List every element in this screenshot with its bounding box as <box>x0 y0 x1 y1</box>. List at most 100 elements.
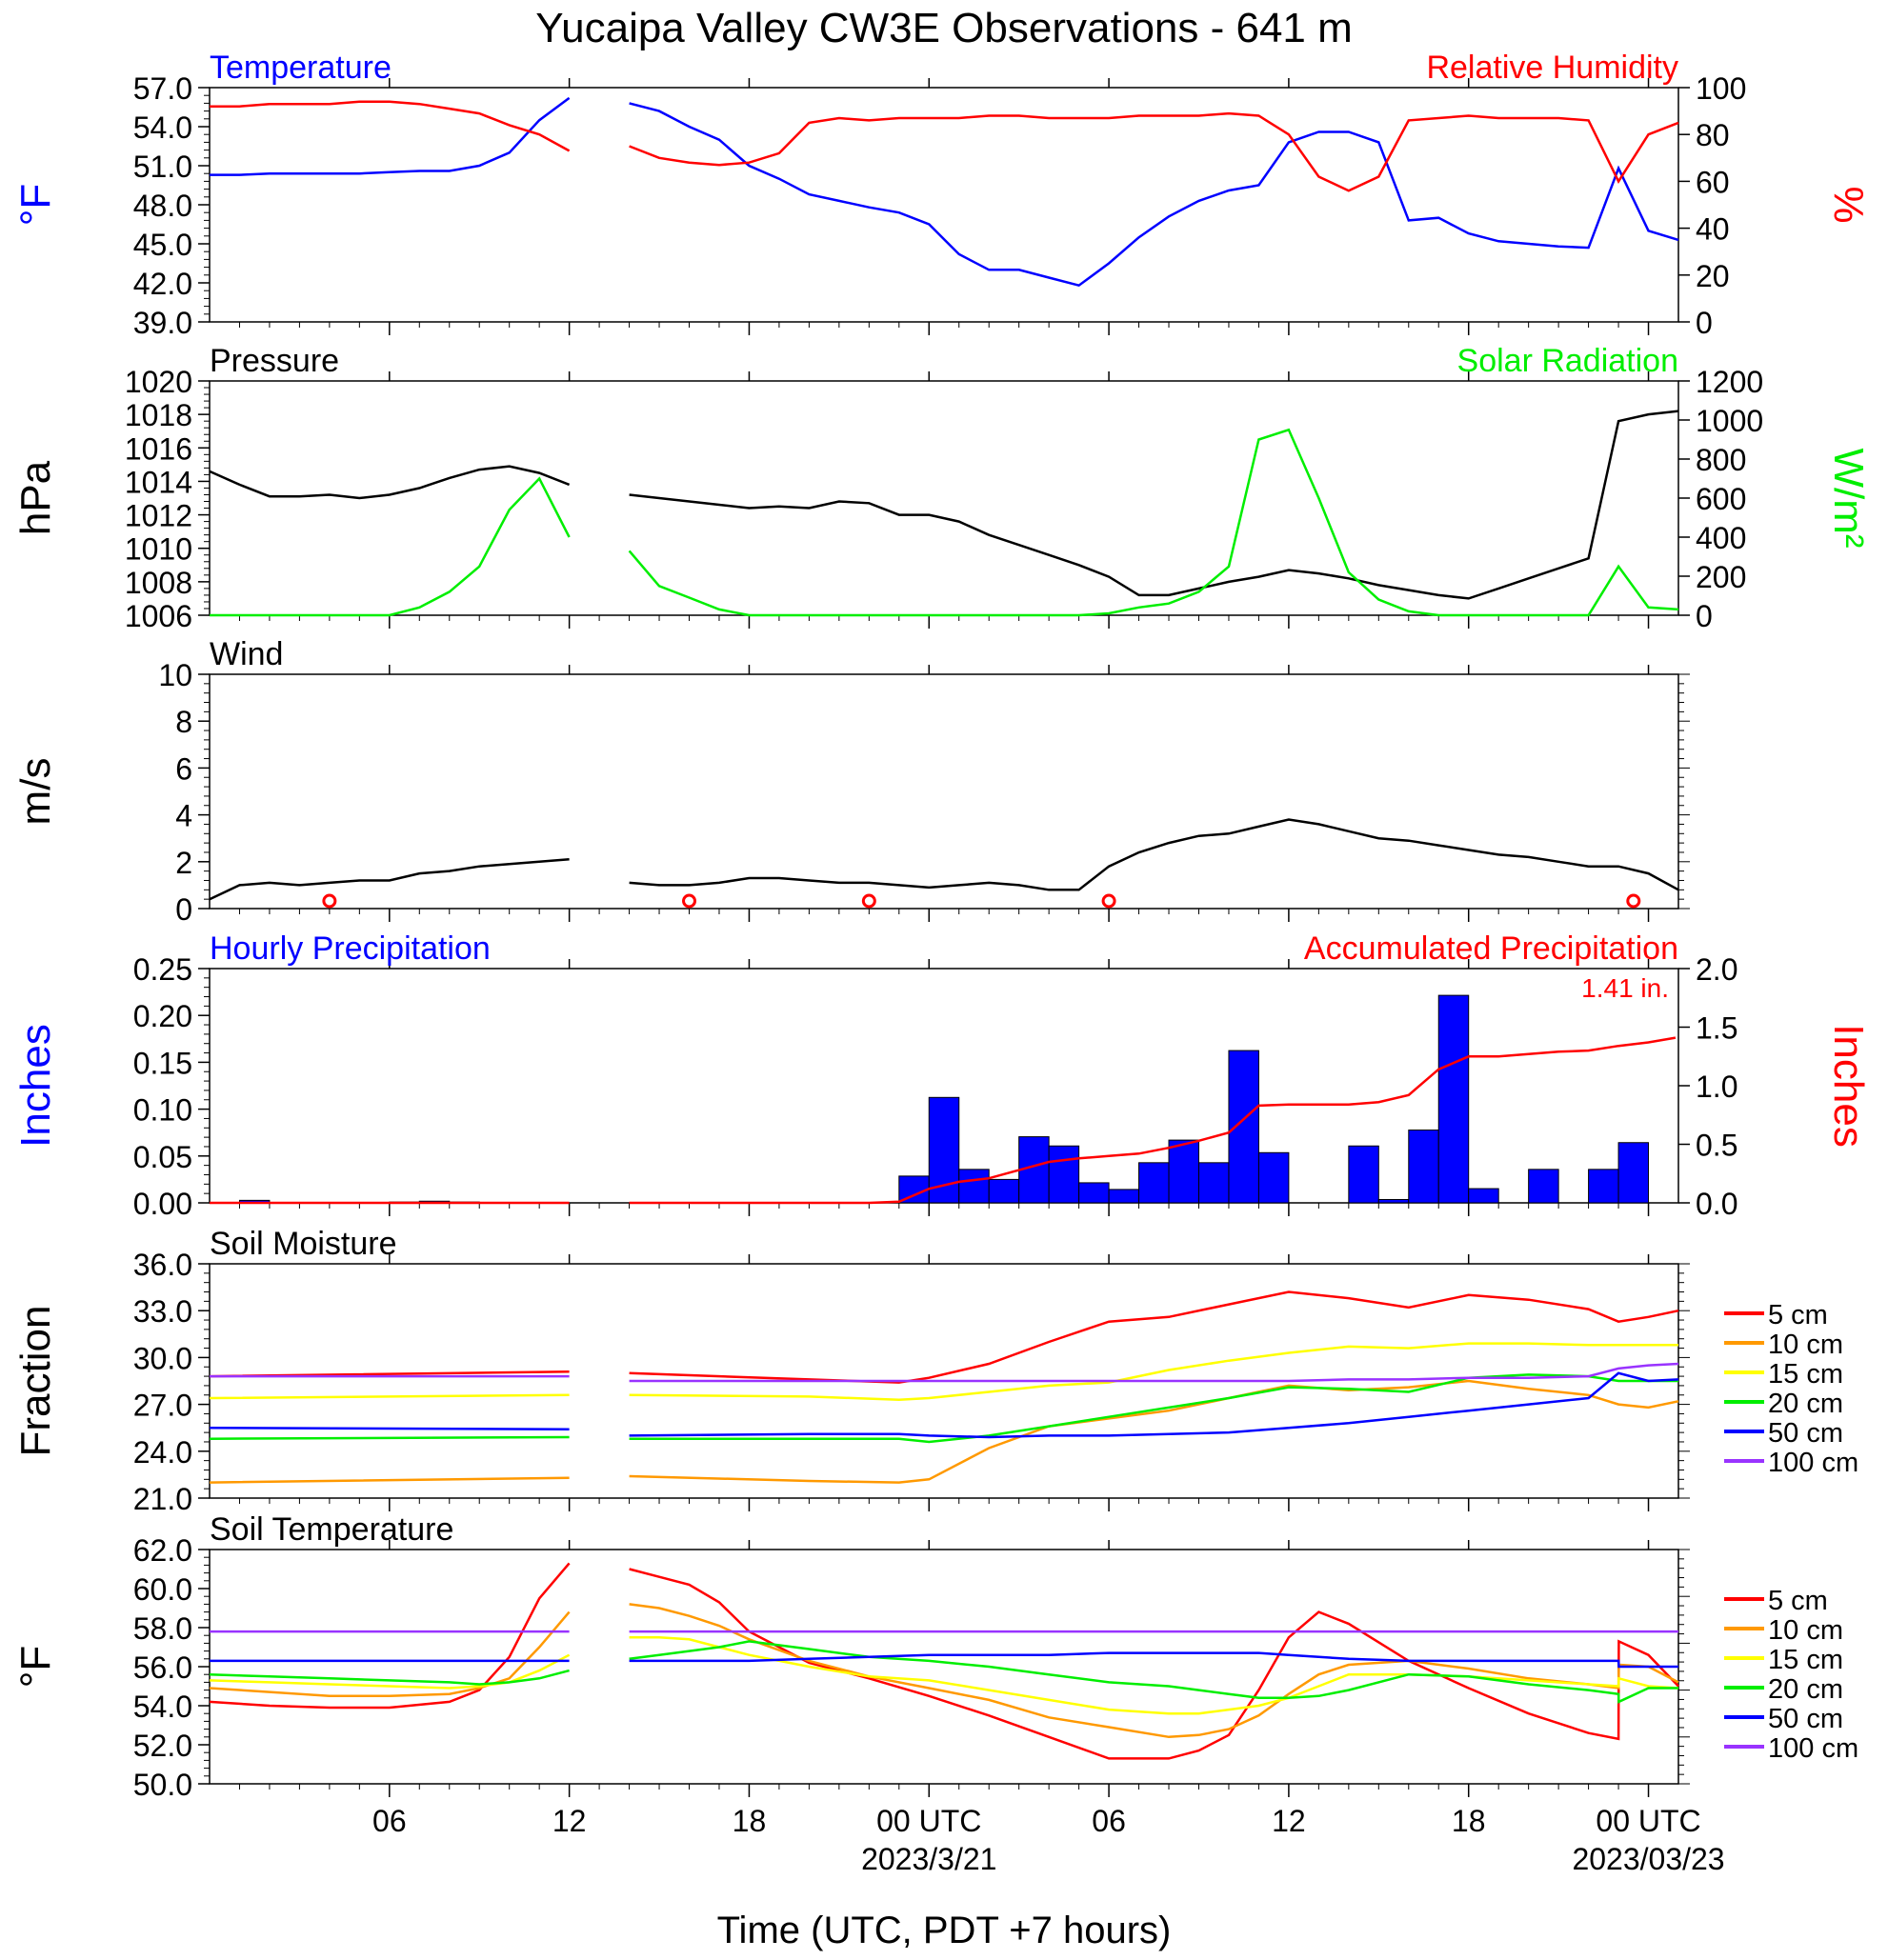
y-tick-label-right: 60 <box>1696 165 1730 199</box>
y-tick-label-left: 54.0 <box>133 110 192 145</box>
y-tick-label-left: 1012 <box>125 499 192 533</box>
x-axis-title: Time (UTC, PDT +7 hours) <box>717 1910 1172 1951</box>
calm-wind-marker <box>682 893 697 909</box>
y-tick-label-left: 1010 <box>125 532 192 567</box>
x-tick-label: 18 <box>733 1804 767 1838</box>
y-tick-label-left: 56.0 <box>133 1650 192 1685</box>
series-line-15-cm <box>209 1636 1679 1715</box>
y-tick-label-left: 24.0 <box>133 1435 192 1470</box>
y-tick-label-right: 0.5 <box>1696 1129 1737 1163</box>
y-tick-label-right: 0.0 <box>1696 1187 1737 1221</box>
x-tick-label: 12 <box>1272 1804 1306 1838</box>
calm-wind-marker <box>1626 893 1641 909</box>
series-line-temperature <box>210 96 1679 288</box>
precip-bar <box>1197 1162 1230 1204</box>
panel-title-left: Temperature <box>210 50 392 86</box>
y-tick-label-right: 1.0 <box>1696 1070 1737 1104</box>
calm-wind-marker <box>1101 893 1116 909</box>
x-tick-date-label: 2023/03/23 <box>1572 1842 1724 1876</box>
y-tick-label-left: 0.10 <box>133 1093 192 1128</box>
x-tick-label: 06 <box>372 1804 407 1838</box>
y-tick-label-left: 39.0 <box>133 306 192 340</box>
y-axis-title-left: Fraction <box>12 1306 59 1457</box>
panel-soil_temp: 50.0 52.0 54.0 56.0 58.0 60.0 62.0 Soil Tempera… <box>12 1511 1858 1802</box>
y-tick-label-right: 0 <box>1696 306 1713 340</box>
y-tick-label-left: 6 <box>175 751 192 786</box>
y-axis-title-left: m/s <box>12 758 59 826</box>
y-tick-label-right: 200 <box>1696 560 1746 594</box>
y-tick-label-right: 2.0 <box>1696 952 1737 987</box>
panel-precip: 0.00 0.05 0.10 0.15 0.20 0.25 0.0 0.5 1.0 1.5 2.0 H… <box>12 930 1872 1221</box>
y-tick-label-left: 30.0 <box>133 1341 192 1375</box>
y-tick-label-left: 1006 <box>125 599 192 633</box>
precip-bar <box>1257 1151 1290 1204</box>
y-tick-label-right: 40 <box>1696 212 1730 247</box>
y-tick-label-left: 62.0 <box>133 1533 192 1568</box>
series-line-50-cm <box>209 1371 1679 1439</box>
panel-title-left: Soil Temperature <box>210 1511 453 1548</box>
panel-wind: 0 2 4 6 8 10 Wind m/s <box>12 636 1690 927</box>
y-tick-label-left: 36.0 <box>133 1248 192 1282</box>
precip-bar <box>1168 1139 1199 1204</box>
calm-wind-marker <box>322 893 337 909</box>
y-axis-title-right: Inches <box>1825 1024 1872 1148</box>
x-tick-label: 06 <box>1092 1804 1126 1838</box>
y-tick-label-left: 50.0 <box>133 1768 192 1802</box>
y-tick-label-left: 27.0 <box>133 1389 192 1423</box>
x-tick-label: 18 <box>1452 1804 1486 1838</box>
precip-bar <box>898 1175 930 1204</box>
accumulated-precip-line <box>210 1036 1677 1205</box>
precip-bar <box>1108 1189 1140 1204</box>
precip-bar <box>1528 1169 1559 1204</box>
y-axis-title-left: Inches <box>12 1024 59 1148</box>
series-line-20-cm <box>209 1373 1678 1444</box>
y-tick-label-right: 1000 <box>1696 404 1763 438</box>
y-tick-label-left: 54.0 <box>133 1690 192 1724</box>
legend-label: 20 cm <box>1768 1674 1843 1705</box>
precip-bar <box>1617 1142 1650 1204</box>
precip-bar <box>1348 1145 1379 1204</box>
calm-wind-marker <box>861 893 876 909</box>
legend-label: 10 cm <box>1768 1330 1843 1360</box>
precip-bar <box>958 1169 990 1204</box>
y-axis-title-right: W/m² <box>1825 448 1872 548</box>
y-tick-label-right: 100 <box>1696 71 1746 106</box>
precip-bar <box>1078 1182 1110 1204</box>
panel-title-left: Hourly Precipitation <box>210 930 491 967</box>
y-tick-label-left: 60.0 <box>133 1572 192 1607</box>
precip-bar <box>1588 1169 1619 1204</box>
legend-label: 20 cm <box>1768 1389 1843 1419</box>
y-tick-label-left: 21.0 <box>133 1482 192 1516</box>
series-line-5-cm <box>209 1562 1679 1760</box>
y-tick-label-left: 58.0 <box>133 1611 192 1646</box>
legend-label: 100 cm <box>1768 1733 1858 1764</box>
y-tick-label-left: 2 <box>175 846 192 880</box>
y-tick-label-left: 0.25 <box>133 952 192 987</box>
y-tick-label-left: 45.0 <box>133 228 192 262</box>
figure-title: Yucaipa Valley CW3E Observations - 641 m <box>535 5 1353 51</box>
panel-title-left: Wind <box>210 636 283 672</box>
y-tick-label-left: 8 <box>175 705 192 739</box>
y-tick-label-left: 52.0 <box>133 1729 192 1763</box>
y-tick-label-left: 1016 <box>125 431 192 466</box>
y-tick-label-right: 600 <box>1696 482 1746 516</box>
y-tick-label-left: 1014 <box>125 465 192 499</box>
x-tick-label: 00 UTC <box>1596 1804 1700 1838</box>
precip-bar <box>988 1178 1020 1204</box>
legend-label: 15 cm <box>1768 1359 1843 1390</box>
panel-title-left: Soil Moisture <box>210 1226 397 1262</box>
precip-bar <box>1138 1162 1170 1204</box>
series-line-pressure <box>209 410 1679 600</box>
precip-bar <box>1228 1050 1259 1204</box>
precip-bar <box>1437 994 1470 1204</box>
series-line-20-cm <box>209 1640 1678 1704</box>
legend-label: 50 cm <box>1768 1704 1843 1734</box>
y-tick-label-left: 33.0 <box>133 1294 192 1329</box>
y-axis-title-left: °F <box>12 184 59 226</box>
precip-bar <box>1048 1145 1080 1204</box>
y-tick-label-right: 400 <box>1696 521 1746 555</box>
panel-soil_moisture: 21.0 24.0 27.0 30.0 33.0 36.0 Soil Moisture Fra… <box>12 1226 1858 1516</box>
precip-bar <box>1377 1198 1410 1204</box>
y-tick-label-right: 800 <box>1696 443 1746 477</box>
